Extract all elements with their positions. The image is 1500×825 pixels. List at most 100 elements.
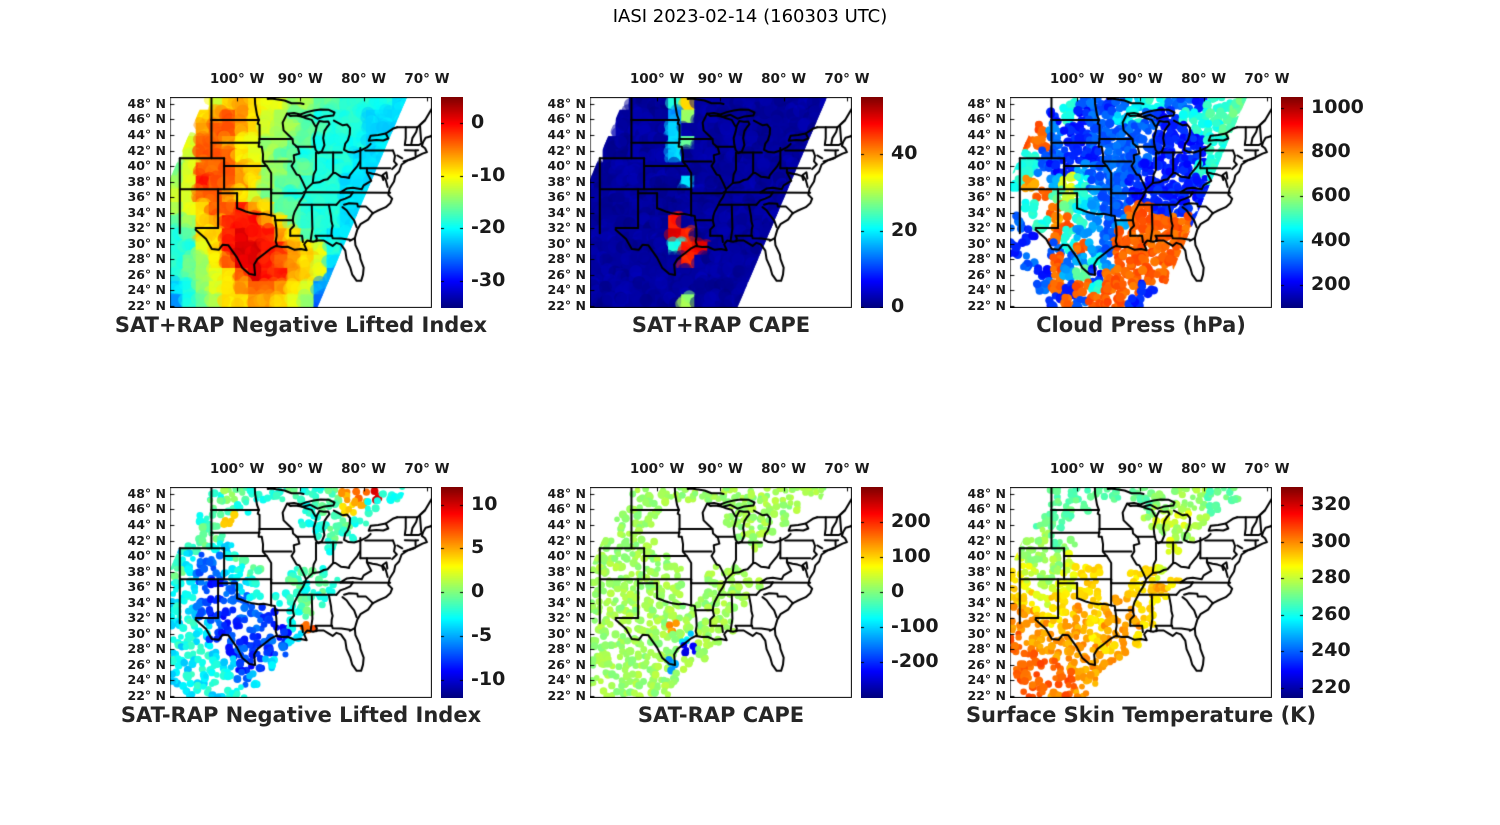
map-canvas [1010,487,1272,698]
lat-tick-label: 22° N [967,687,1006,703]
lat-tick-label: 22° N [127,297,166,313]
map-canvas [1010,97,1272,308]
lat-tick-label: 48° N [547,485,586,501]
lat-tick-label: 22° N [127,687,166,703]
colorbar-tick-label: -10 [471,668,506,690]
panel-caption: SAT+RAP Negative Lifted Index [114,313,488,337]
lat-tick-label: 38° N [127,563,166,579]
colorbar-tick-label: -20 [471,216,506,238]
lat-tick-label: 48° N [127,485,166,501]
panel-sat-plus-rap-nli: SAT+RAP Negative Lifted Index 0 -10 -20 -30… [115,69,545,369]
lon-tick-label: 90° W [277,71,323,87]
map-canvas [590,97,852,308]
lat-tick-label: 26° N [547,266,586,282]
lat-tick-label: 32° N [967,610,1006,626]
lon-tick-label: 100° W [629,71,685,87]
lat-tick-label: 36° N [967,189,1006,205]
lon-tick-label: 70° W [824,461,870,477]
lat-tick-label: 24° N [967,282,1006,298]
panel-sat-plus-rap-cape: SAT+RAP CAPE 40 20 0 100° W 90° W 80° W 70° W 4… [545,69,965,369]
lat-tick-label: 42° N [127,142,166,158]
lat-tick-label: 26° N [547,656,586,672]
lon-tick-label: 90° W [697,461,743,477]
lat-tick-label: 42° N [547,142,586,158]
map-canvas [590,487,852,698]
lat-tick-label: 36° N [127,189,166,205]
lon-tick-label: 90° W [277,461,323,477]
lat-tick-label: 24° N [967,672,1006,688]
lon-tick-label: 100° W [209,71,265,87]
panel-surface-skin-temp: Surface Skin Temperature (K) 320 300 280 26… [965,459,1385,759]
lon-tick-label: 70° W [404,71,450,87]
lat-tick-label: 40° N [127,158,166,174]
lat-tick-label: 26° N [127,266,166,282]
lat-tick-label: 36° N [967,579,1006,595]
colorbar-tick-label: 280 [1311,566,1351,588]
panel-caption: Cloud Press (hPa) [1036,313,1246,337]
lat-tick-label: 22° N [547,687,586,703]
lat-tick-label: 40° N [127,548,166,564]
lon-tick-label: 100° W [629,461,685,477]
lat-tick-label: 40° N [547,158,586,174]
colorbar-tick-label: 0 [471,111,485,133]
colorbar-tick-label: 1000 [1311,96,1364,118]
lat-tick-label: 26° N [127,656,166,672]
lat-tick-label: 44° N [127,127,166,142]
lat-tick-label: 44° N [127,517,166,532]
lat-tick-label: 30° N [547,235,586,251]
lat-tick-label: 38° N [967,173,1006,189]
lat-tick-label: 42° N [547,532,586,548]
lat-tick-label: 48° N [127,95,166,111]
lat-tick-label: 44° N [967,127,1006,142]
lat-tick-label: 28° N [127,641,166,657]
colorbar-tick-label: -10 [471,164,506,186]
colorbar-tick-label: 200 [891,510,931,532]
panel-caption: SAT-RAP Negative Lifted Index [120,703,482,727]
lon-tick-label: 70° W [404,461,450,477]
lat-tick-label: 30° N [967,235,1006,251]
lon-tick-label: 80° W [1181,71,1227,87]
lat-tick-label: 30° N [967,625,1006,641]
lat-tick-label: 24° N [127,282,166,298]
lat-tick-label: 34° N [127,594,166,610]
lat-tick-label: 36° N [547,189,586,205]
colorbar-tick-label: 800 [1311,140,1351,162]
lat-tick-label: 40° N [547,548,586,564]
colorbar-tick-label: -30 [471,269,506,291]
colorbar-tick-label: 600 [1311,184,1351,206]
lon-tick-label: 90° W [1117,461,1163,477]
colorbar-tick-label: 0 [891,295,905,317]
lat-tick-label: 42° N [127,532,166,548]
colorbar-tick-label: 100 [891,545,931,567]
colorbar [441,487,463,698]
colorbar-tick-label: -200 [891,650,939,672]
lat-tick-label: 34° N [547,594,586,610]
colorbar-tick-label: 200 [1311,273,1351,295]
lon-tick-label: 80° W [1181,461,1227,477]
colorbar [441,97,463,308]
lat-tick-label: 36° N [127,579,166,595]
lat-tick-label: 34° N [547,204,586,220]
lat-tick-label: 32° N [127,610,166,626]
lon-tick-label: 80° W [341,461,387,477]
map-canvas [170,487,432,698]
lat-tick-label: 34° N [967,204,1006,220]
panel-cloud-press: Cloud Press (hPa) 1000 800 600 400 200 100° W… [965,69,1385,369]
colorbar [1281,97,1303,308]
lat-tick-label: 28° N [967,251,1006,267]
lat-tick-label: 28° N [547,251,586,267]
lat-tick-label: 44° N [547,127,586,142]
lat-tick-label: 46° N [967,501,1006,517]
lat-tick-label: 34° N [127,204,166,220]
lat-tick-label: 48° N [967,95,1006,111]
colorbar-tick-label: 260 [1311,603,1351,625]
colorbar-tick-label: 40 [891,142,918,164]
panel-caption: Surface Skin Temperature (K) [965,703,1317,727]
lon-tick-label: 70° W [824,71,870,87]
colorbar-tick-label: 220 [1311,676,1351,698]
lat-tick-label: 32° N [547,220,586,236]
lat-tick-label: 30° N [127,235,166,251]
lat-tick-label: 22° N [967,297,1006,313]
lat-tick-label: 42° N [967,142,1006,158]
